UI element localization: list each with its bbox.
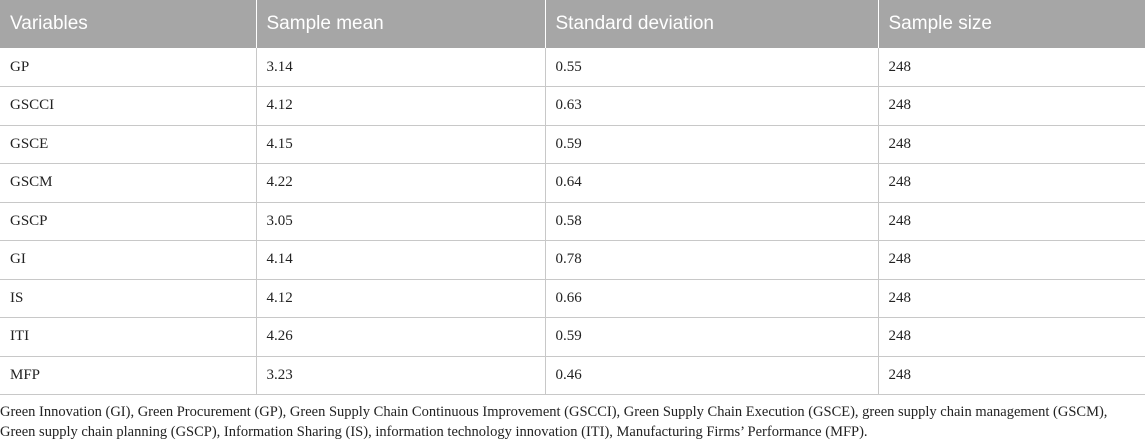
cell-sample-mean: 3.23 [255, 356, 545, 395]
table-row: IS 4.12 0.66 248 [0, 279, 1145, 318]
table-row: GI 4.14 0.78 248 [0, 240, 1145, 280]
table-footnote: Green Innovation (GI), Green Procurement… [0, 402, 1140, 442]
cell-standard-deviation: 0.46 [544, 356, 878, 395]
cell-variable: GSCP [0, 202, 256, 241]
cell-standard-deviation: 0.59 [544, 125, 878, 164]
cell-variable: GI [0, 240, 256, 280]
cell-variable: IS [0, 279, 256, 318]
table-row: GSCCI 4.12 0.63 248 [0, 86, 1145, 126]
cell-sample-mean: 4.26 [255, 317, 545, 357]
footnote-line-2: Green supply chain planning (GSCP), Info… [0, 424, 868, 440]
header-standard-deviation: Standard deviation [544, 0, 878, 48]
cell-sample-size: 248 [877, 317, 1145, 357]
table-header-row: Variables Sample mean Standard deviation… [0, 0, 1145, 48]
cell-variable: ITI [0, 317, 256, 357]
cell-standard-deviation: 0.55 [544, 48, 878, 87]
cell-sample-size: 248 [877, 48, 1145, 87]
cell-sample-mean: 4.22 [255, 163, 545, 203]
table-row: MFP 3.23 0.46 248 [0, 356, 1145, 395]
table-row: GP 3.14 0.55 248 [0, 48, 1145, 87]
cell-standard-deviation: 0.66 [544, 279, 878, 318]
cell-standard-deviation: 0.64 [544, 163, 878, 203]
table-row: ITI 4.26 0.59 248 [0, 317, 1145, 357]
cell-sample-mean: 3.05 [255, 202, 545, 241]
cell-sample-size: 248 [877, 279, 1145, 318]
cell-standard-deviation: 0.58 [544, 202, 878, 241]
cell-sample-mean: 4.15 [255, 125, 545, 164]
header-sample-mean: Sample mean [255, 0, 545, 48]
cell-standard-deviation: 0.59 [544, 317, 878, 357]
header-sample-size: Sample size [877, 0, 1145, 48]
header-variables: Variables [10, 13, 88, 34]
cell-variable: GSCCI [0, 86, 256, 126]
cell-standard-deviation: 0.63 [544, 86, 878, 126]
cell-sample-mean: 4.12 [255, 86, 545, 126]
descriptive-statistics-table: Variables Sample mean Standard deviation… [0, 0, 1145, 395]
cell-variable: GSCM [0, 163, 256, 203]
footnote-line-1: Green Innovation (GI), Green Procurement… [0, 404, 1108, 420]
table-row: GSCE 4.15 0.59 248 [0, 125, 1145, 164]
descriptive-statistics-table-container: Variables Sample mean Standard deviation… [0, 0, 1145, 395]
cell-sample-mean: 4.12 [255, 279, 545, 318]
cell-sample-size: 248 [877, 163, 1145, 203]
cell-sample-size: 248 [877, 356, 1145, 395]
cell-standard-deviation: 0.78 [544, 240, 878, 280]
cell-variable: GSCE [0, 125, 256, 164]
cell-sample-size: 248 [877, 86, 1145, 126]
cell-sample-mean: 4.14 [255, 240, 545, 280]
table-row: GSCP 3.05 0.58 248 [0, 202, 1145, 241]
cell-variable: GP [0, 48, 256, 87]
cell-variable: MFP [0, 356, 256, 395]
cell-sample-size: 248 [877, 202, 1145, 241]
cell-sample-size: 248 [877, 125, 1145, 164]
cell-sample-size: 248 [877, 240, 1145, 280]
cell-sample-mean: 3.14 [255, 48, 545, 87]
table-row: GSCM 4.22 0.64 248 [0, 163, 1145, 203]
